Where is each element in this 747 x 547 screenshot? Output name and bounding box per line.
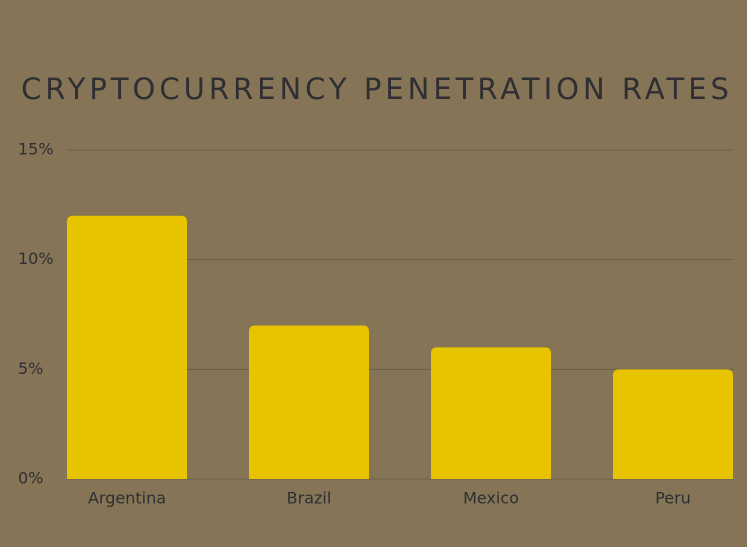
- bar: [67, 215, 187, 480]
- x-tick-label: Peru: [655, 489, 691, 508]
- x-tick-label: Mexico: [463, 489, 519, 508]
- x-tick-label: Argentina: [88, 489, 166, 508]
- bar: [249, 325, 369, 479]
- chart-title: CRYPTOCURRENCY PENETRATION RATES: [21, 72, 733, 106]
- y-tick-label: 0%: [18, 469, 43, 488]
- y-tick-label: 5%: [18, 359, 43, 378]
- x-tick-label: Brazil: [287, 489, 332, 508]
- bar: [613, 369, 733, 479]
- y-tick-label: 10%: [18, 249, 54, 268]
- bar: [431, 347, 551, 479]
- y-tick-label: 15%: [18, 140, 54, 159]
